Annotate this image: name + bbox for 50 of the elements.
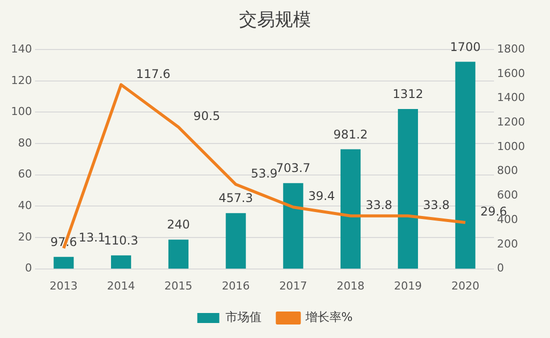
y2-tick-label: 1600: [497, 66, 526, 80]
x-tick-label: 2019: [394, 279, 422, 292]
chart-title: 交易规模: [239, 9, 311, 30]
x-tick-label: 2015: [164, 279, 192, 292]
y-tick-label: 120: [10, 74, 32, 87]
data-label: 53.9: [250, 166, 278, 181]
x-tick-label: 2018: [336, 279, 365, 292]
data-label: 1312: [392, 87, 424, 102]
data-label: 13.1: [78, 230, 106, 244]
bar: [455, 62, 476, 269]
y-tick-label: 100: [10, 105, 32, 118]
data-label: 33.8: [422, 198, 450, 212]
y2-tick-label: 200: [497, 237, 518, 250]
data-label: 981.2: [333, 127, 368, 142]
x-tick-label: 2016: [222, 279, 250, 292]
y-tick-label: 0: [24, 262, 32, 275]
data-label: 117.6: [136, 66, 170, 81]
legend-label: 市场值: [225, 310, 262, 324]
y2-tick-label: 600: [497, 188, 518, 202]
y-tick-label: 80: [18, 136, 32, 150]
data-label: 110.3: [104, 233, 138, 248]
bar: [168, 240, 188, 269]
y-tick-label: 20: [18, 230, 32, 244]
x-tick-label: 2020: [451, 279, 480, 292]
data-label: 33.8: [366, 198, 392, 212]
y2-tick-label: 1400: [497, 91, 526, 104]
y-tick-label: 60: [18, 168, 32, 181]
legend-label: 增长率%: [304, 310, 353, 324]
data-label: 703.7: [276, 161, 310, 176]
y2-tick-label: 0: [497, 262, 504, 275]
bar: [226, 213, 246, 269]
bar: [340, 149, 361, 269]
y2-tick-label: 1800: [497, 42, 526, 56]
x-tick-label: 2017: [279, 279, 308, 292]
data-label: 457.3: [218, 191, 253, 206]
data-label: 1700: [450, 40, 481, 54]
data-label: 90.5: [193, 109, 220, 124]
y2-tick-label: 800: [497, 164, 518, 178]
bar: [54, 256, 74, 269]
data-label: 240: [166, 218, 190, 232]
y-tick-label: 140: [10, 42, 32, 56]
y-tick-label: 40: [18, 199, 32, 212]
data-label: 39.4: [308, 189, 335, 204]
bar: [283, 183, 304, 269]
x-tick-label: 2013: [50, 279, 78, 292]
y2-tick-label: 1200: [497, 116, 526, 129]
x-tick-label: 2014: [107, 279, 136, 292]
bar: [111, 255, 132, 269]
bar: [398, 109, 418, 269]
y2-tick-label: 1000: [497, 140, 526, 153]
